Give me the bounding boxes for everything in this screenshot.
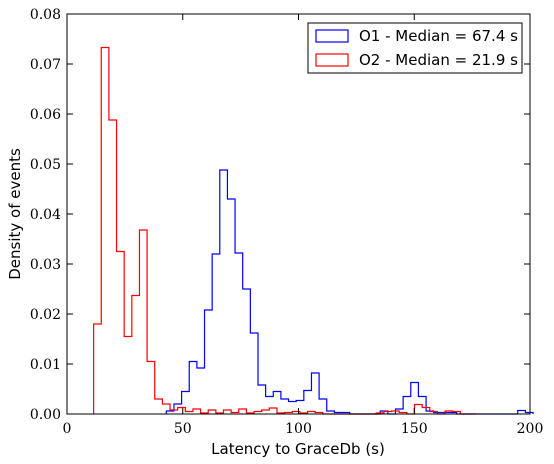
axes-frame [66,13,531,415]
y-tick-label: 0.06 [30,107,61,123]
legend-swatch-o1 [315,29,349,43]
y-tick-label: 0.01 [30,357,61,373]
y-tick-label: 0.07 [30,57,61,73]
y-tick-label: 0.05 [30,157,61,173]
series-step-o1 [165,169,534,415]
y-tick-label: 0.02 [30,307,61,323]
x-tick-label: 150 [401,421,428,437]
legend-swatch-o2 [315,53,349,67]
plot-frame [66,13,531,415]
x-tick-label: 200 [517,421,544,437]
legend-label-o1: O1 - Median = 67.4 s [359,27,518,45]
legend: O1 - Median = 67.4 s O2 - Median = 21.9 … [307,22,523,74]
y-tick-label: 0.08 [30,7,61,23]
x-tick-label: 0 [63,421,72,437]
x-tick-labels: 0 50 100 150 200 [63,421,544,437]
series-step-o2 [93,46,476,415]
y-tick-label: 0.03 [30,257,61,273]
tick-marks [66,13,531,415]
legend-label-o2: O2 - Median = 21.9 s [359,51,518,69]
x-tick-label: 50 [174,421,192,437]
y-tick-label: 0.04 [30,207,61,223]
y-tick-label: 0.00 [30,407,61,423]
y-axis-label: Density of events [6,148,24,280]
series-layer [93,46,534,415]
legend-box [307,22,523,74]
x-axis-label: Latency to GraceDb (s) [211,440,385,458]
x-tick-label: 100 [285,421,312,437]
y-tick-labels: 0.00 0.01 0.02 0.03 0.04 0.05 0.06 0.07 0.08 [30,7,61,423]
